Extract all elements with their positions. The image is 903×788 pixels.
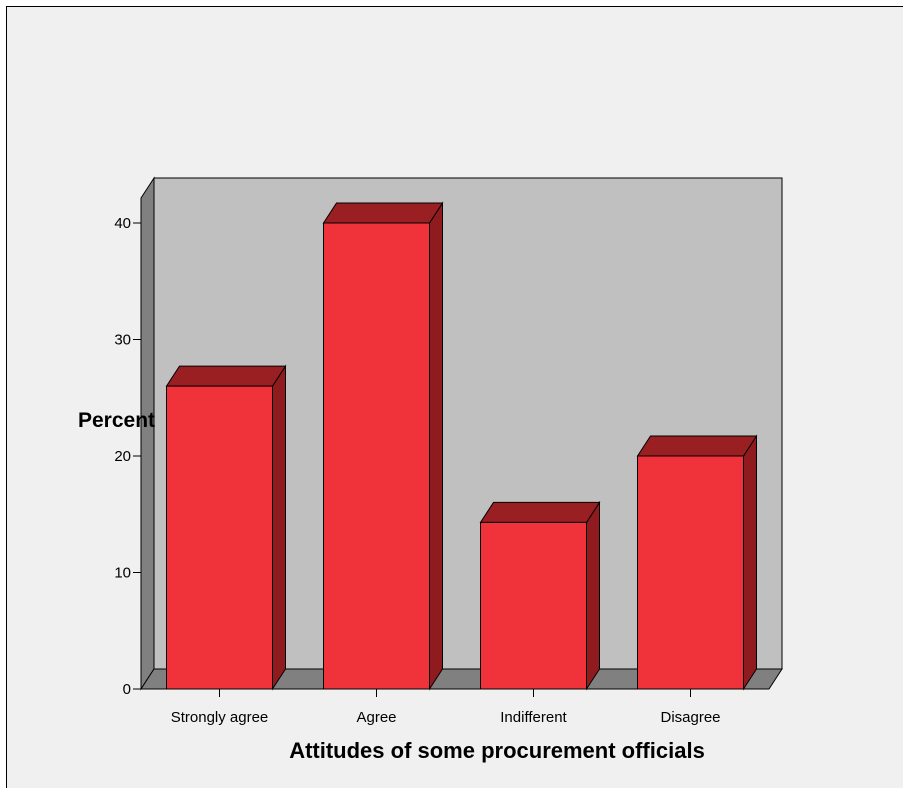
y-tick-label: 30	[114, 332, 131, 349]
bar	[323, 222, 430, 690]
y-tick-label: 10	[114, 565, 131, 582]
bar-side	[586, 500, 600, 691]
bar-top	[636, 435, 758, 457]
bar-side	[272, 364, 286, 691]
bar-top	[479, 501, 601, 523]
x-axis-label: Attitudes of some procurement officials	[289, 738, 705, 763]
y-axis-label: Percent	[78, 409, 155, 432]
bar-top	[322, 202, 444, 224]
x-tick-label: Agree	[356, 709, 396, 726]
bar	[637, 455, 744, 690]
bar-side	[429, 201, 443, 691]
x-tick-label: Strongly agree	[171, 709, 269, 726]
y-tick-label: 20	[114, 448, 131, 465]
x-tick-label: Indifferent	[500, 709, 567, 726]
y-tick-label: 40	[114, 215, 131, 232]
bar	[480, 521, 587, 690]
bar-side	[743, 434, 757, 691]
y-tick-label: 0	[123, 681, 131, 698]
side-wall	[140, 176, 155, 691]
bar	[166, 385, 273, 690]
x-tick-label: Disagree	[660, 709, 720, 726]
bar-top	[165, 365, 287, 387]
